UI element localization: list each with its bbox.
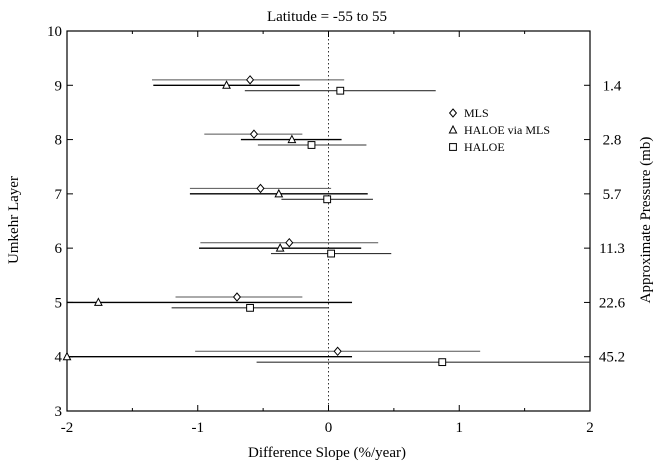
data-point-square (246, 303, 254, 312)
x-tick-label: -1 (192, 420, 205, 436)
x-tick-label: 2 (586, 420, 594, 436)
x-tick-label: 0 (325, 420, 333, 436)
data-point-triangle (287, 134, 297, 144)
y2-tick-label: 1.4 (603, 78, 622, 94)
legend-label: HALOE (464, 140, 505, 154)
legend-marker-diamond (448, 108, 458, 118)
data-point-triangle (62, 351, 72, 361)
y-tick-label: 5 (55, 295, 63, 311)
y2-axis-label: Approximate Pressure (mb) (638, 137, 654, 304)
y2-tick-label: 2.8 (603, 133, 622, 149)
data-point-diamond (232, 292, 242, 302)
data-point-square (323, 195, 332, 204)
y-tick-label: 3 (55, 404, 63, 420)
data-point-triangle (274, 188, 284, 198)
data-point-triangle (93, 297, 103, 306)
x-tick-label: -2 (61, 420, 74, 436)
data-point-square (438, 358, 447, 367)
data-point-diamond (245, 75, 255, 85)
y2-tick-label: 5.7 (603, 187, 622, 203)
x-axis-label: Difference Slope (%/year) (248, 445, 406, 461)
legend-marker-square (449, 143, 457, 151)
y-tick-label: 4 (55, 350, 63, 366)
y2-tick-label: 22.6 (599, 295, 626, 311)
plot-area: -2 -1 0 1 2 3 4 5 6 7 8 9 10 1.4 2.8 5.7 11.3 22.6 45.2 (47, 24, 626, 436)
legend-marker-triangle (448, 124, 458, 134)
y-axis-label: Umkehr Layer (6, 176, 22, 264)
data-point-square (336, 86, 345, 95)
y2-tick-label: 11.3 (599, 241, 625, 257)
y2-tick-label: 45.2 (599, 350, 625, 366)
y-tick-label: 7 (55, 187, 63, 203)
x-tick-label: 1 (456, 420, 464, 436)
data-point-diamond (285, 237, 294, 248)
data-point-diamond (249, 129, 259, 139)
data-point-square (307, 141, 316, 149)
legend-label: MLS (464, 106, 489, 120)
legend-label: HALOE via MLS (464, 123, 550, 137)
data-point-diamond (333, 346, 342, 357)
y-tick-label: 8 (55, 133, 63, 149)
data-point-diamond (256, 183, 265, 194)
chart-title: Latitude = -55 to 55 (267, 9, 387, 25)
legend: MLS HALOE via MLS HALOE (448, 106, 550, 154)
y-tick-label: 6 (55, 241, 63, 257)
y-tick-label: 10 (47, 24, 62, 40)
data-point-triangle (222, 80, 231, 89)
data-point-square (327, 249, 336, 258)
y-tick-label: 9 (55, 78, 63, 94)
data-point-triangle (275, 243, 285, 252)
